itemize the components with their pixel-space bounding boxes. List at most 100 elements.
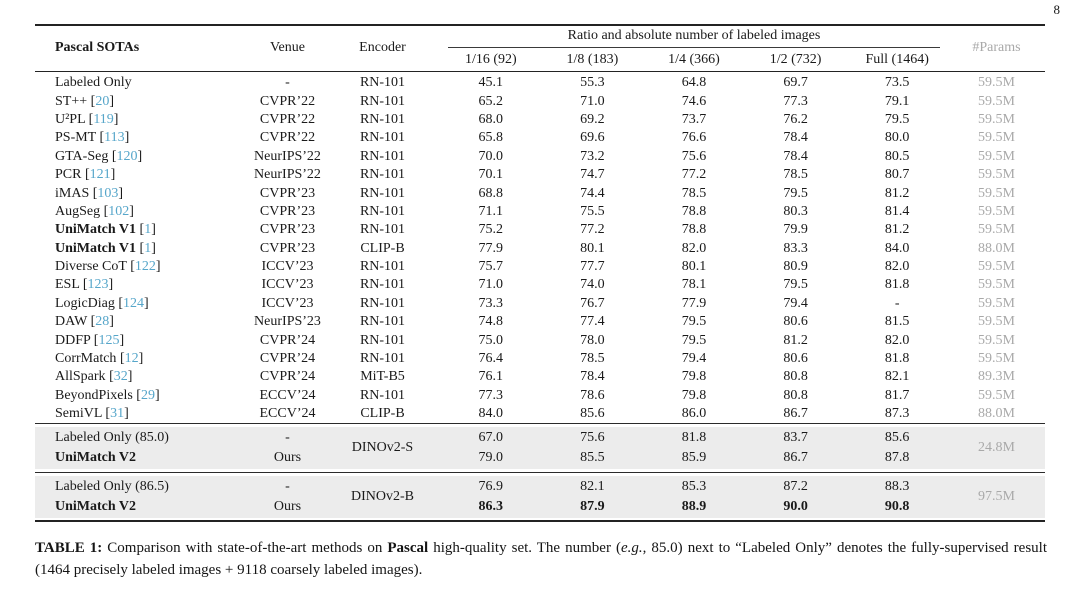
table-row: ESL [123] ICCV’23 RN-101 71.0 74.0 78.1 79.5 81… <box>35 276 1045 294</box>
method-cell: SemiVL [31] <box>35 406 250 422</box>
citation-link[interactable]: 12 <box>124 351 139 367</box>
highlighted-groups: Labeled Only (85.0) - 67.0 75.6 81.8 83.7 85.6… <box>35 424 1045 521</box>
params-cell: 59.5M <box>978 148 1015 164</box>
value-cell: 77.7 <box>580 259 605 275</box>
citation-bracket: ] <box>119 332 125 348</box>
venue-cell: ECCV’24 <box>259 387 316 403</box>
venue-cell: Ours <box>273 450 302 466</box>
citation-link[interactable]: 120 <box>116 148 138 164</box>
params-cell: 59.5M <box>978 130 1015 146</box>
value-cell: 77.9 <box>681 295 707 311</box>
citation-link[interactable]: 119 <box>93 111 114 127</box>
value-cell: 81.4 <box>884 203 910 219</box>
method-name: Labeled Only <box>55 75 132 91</box>
results-table: Pascal SOTAs Venue Encoder Ratio and abs… <box>35 24 1045 523</box>
citation-link[interactable]: 124 <box>123 295 145 311</box>
value-cell: 80.6 <box>783 351 808 367</box>
table-row: PCR [121] NeurIPS’22 RN-101 70.1 74.7 77.2 78.… <box>35 166 1045 184</box>
citation-bracket: ] <box>144 295 149 311</box>
value-cell: 79.4 <box>783 295 808 311</box>
venue-cell: - <box>285 430 290 446</box>
citation-link[interactable]: 103 <box>97 185 119 201</box>
value-cell: 85.5 <box>580 450 605 466</box>
value-cell: 86.0 <box>681 406 707 422</box>
table-row: U²PL [119] CVPR’22 RN-101 68.0 69.2 73.7 76.2 7… <box>35 111 1045 129</box>
value-cell: 77.9 <box>478 240 504 256</box>
citation-link[interactable]: 125 <box>98 332 120 348</box>
value-cell: 87.3 <box>884 406 910 422</box>
citation-link[interactable]: 32 <box>113 369 128 385</box>
citation-bracket: ] <box>154 387 160 403</box>
citation-bracket: ] <box>129 203 134 219</box>
params-cell: 59.5M <box>978 185 1015 201</box>
table-row: UniMatch V1 [1] CVPR’23 CLIP-B 77.9 80.1 82.0… <box>35 240 1045 258</box>
citation-bracket: [ <box>95 130 105 146</box>
citation-link[interactable]: 102 <box>108 203 130 219</box>
value-cell: 87.8 <box>884 450 910 466</box>
method-cell: LogicDiag [124] <box>35 296 250 312</box>
citation-bracket: [ <box>81 167 90 183</box>
venue-cell: NeurIPS’23 <box>254 314 321 330</box>
citation-bracket: [ <box>90 332 99 348</box>
params-cell: 24.8M <box>978 440 1015 456</box>
method-name: Diverse CoT <box>55 259 127 275</box>
method-name: PS-MT <box>55 130 96 146</box>
method-cell: Diverse CoT [122] <box>35 259 250 275</box>
venue-cell: NeurIPS’22 <box>254 148 321 164</box>
method-name: UniMatch V2 <box>55 499 137 515</box>
value-cell: 78.5 <box>681 185 707 201</box>
citation-bracket: [ <box>126 259 135 275</box>
table-row: BeyondPixels [29] ECCV’24 RN-101 77.3 78.6 79… <box>35 387 1045 405</box>
value-cell: 85.9 <box>681 450 707 466</box>
method-name: AllSpark <box>55 369 106 385</box>
citation-link[interactable]: 1 <box>144 240 152 256</box>
citation-link[interactable]: 122 <box>134 259 156 275</box>
method-name: DDFP <box>55 332 91 348</box>
citation-bracket: [ <box>105 369 114 385</box>
value-cell: 80.0 <box>884 130 910 146</box>
method-cell: U²PL [119] <box>35 112 250 128</box>
method-cell: UniMatch V1 [1] <box>35 222 250 238</box>
encoder-cell: RN-101 <box>359 332 406 348</box>
value-cell: 90.0 <box>783 499 808 515</box>
method-cell: DDFP [125] <box>35 333 250 349</box>
table-caption: TABLE 1: Comparison with state-of-the-ar… <box>35 538 1047 582</box>
citation-bracket: ] <box>124 406 129 422</box>
citation-bracket: [ <box>136 240 145 256</box>
citation-bracket: ] <box>137 148 143 164</box>
citation-link[interactable]: 29 <box>140 387 155 403</box>
citation-bracket: [ <box>101 406 111 422</box>
value-cell: - <box>894 295 900 311</box>
citation-link[interactable]: 1 <box>144 222 152 238</box>
table-body: Labeled Only - RN-101 45.1 55.3 64.8 69.7 73.5 5… <box>35 72 1045 423</box>
citation-bracket: [ <box>100 203 109 219</box>
value-cell: 79.1 <box>884 93 910 109</box>
citation-link[interactable]: 123 <box>87 277 109 293</box>
table-row: CorrMatch [12] CVPR’24 RN-101 76.4 78.5 79.4 8… <box>35 350 1045 368</box>
method-name: Labeled Only (86.5) <box>55 479 169 495</box>
method-cell: ESL [123] <box>35 277 250 293</box>
encoder-cell: DINOv2-B <box>351 489 414 505</box>
params-cell: 59.5M <box>978 295 1015 311</box>
value-cell: 87.9 <box>580 499 605 515</box>
value-cell: 80.9 <box>783 259 808 275</box>
citation-link[interactable]: 28 <box>95 314 110 330</box>
citation-link[interactable]: 113 <box>104 130 125 146</box>
table-bottom-rule <box>35 520 1045 523</box>
value-cell: 80.8 <box>783 387 808 403</box>
venue-cell: CVPR’23 <box>259 222 316 238</box>
params-cell: 59.5M <box>978 75 1015 91</box>
params-cell: 59.5M <box>978 314 1015 330</box>
method-cell: Labeled Only <box>35 75 250 91</box>
citation-link[interactable]: 31 <box>110 406 125 422</box>
table-group: Labeled Only (85.0) - 67.0 75.6 81.8 83.7 85.6… <box>35 427 1045 470</box>
encoder-cell: RN-101 <box>359 295 406 311</box>
citation-link[interactable]: 20 <box>95 93 110 109</box>
spacer <box>35 518 1045 521</box>
value-cell: 71.0 <box>580 93 605 109</box>
citation-link[interactable]: 121 <box>89 167 111 183</box>
venue-cell: CVPR’22 <box>259 111 316 127</box>
value-cell: 85.3 <box>681 479 707 495</box>
value-cell: 81.8 <box>681 430 707 446</box>
